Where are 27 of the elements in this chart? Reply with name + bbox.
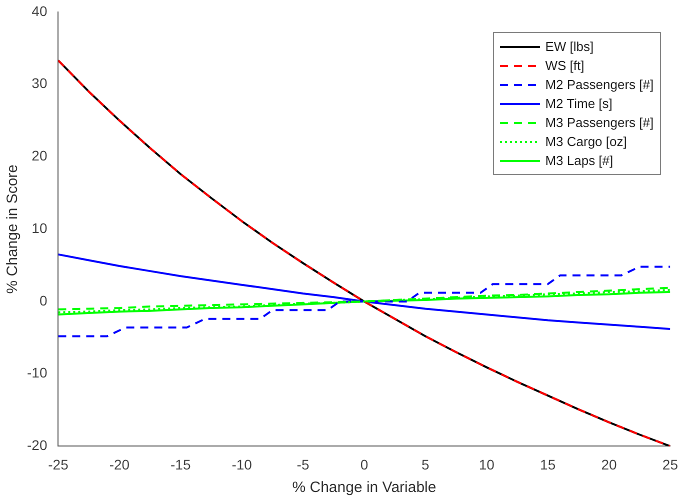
x-tick-label: 15 <box>540 456 556 472</box>
y-axis-title: % Change in Score <box>4 164 22 294</box>
x-tick-label: -10 <box>232 456 252 472</box>
x-tick-label: 10 <box>478 456 495 472</box>
y-tick-label: 30 <box>32 75 48 92</box>
y-tick-label: 20 <box>32 148 48 164</box>
y-tick-label: -20 <box>27 437 48 454</box>
x-tick-label: -15 <box>170 456 191 472</box>
legend-label: M3 Cargo [oz] <box>545 134 627 149</box>
x-tick-label: 0 <box>360 456 368 472</box>
legend-label: WS [ft] <box>545 58 584 73</box>
y-tick-label: -10 <box>27 364 48 381</box>
y-tick-label: 10 <box>32 220 48 236</box>
legend-label: M3 Passengers [#] <box>545 115 654 130</box>
y-tick-label: 40 <box>32 2 48 19</box>
y-tick-label: 0 <box>39 292 48 308</box>
legend-label: M2 Time [s] <box>545 96 612 111</box>
x-tick-label: -25 <box>48 456 69 472</box>
x-tick-label: 25 <box>662 456 678 472</box>
x-tick-label: 20 <box>601 456 618 472</box>
legend-label: M2 Passengers [#] <box>545 77 654 92</box>
legend-label: EW [lbs] <box>545 39 594 54</box>
legend-label: M3 Laps [#] <box>545 153 614 168</box>
x-tick-label: -20 <box>109 456 130 472</box>
x-axis-title: % Change in Variable <box>292 479 436 496</box>
x-tick-label: -5 <box>296 456 310 472</box>
x-tick-label: 5 <box>422 456 430 472</box>
